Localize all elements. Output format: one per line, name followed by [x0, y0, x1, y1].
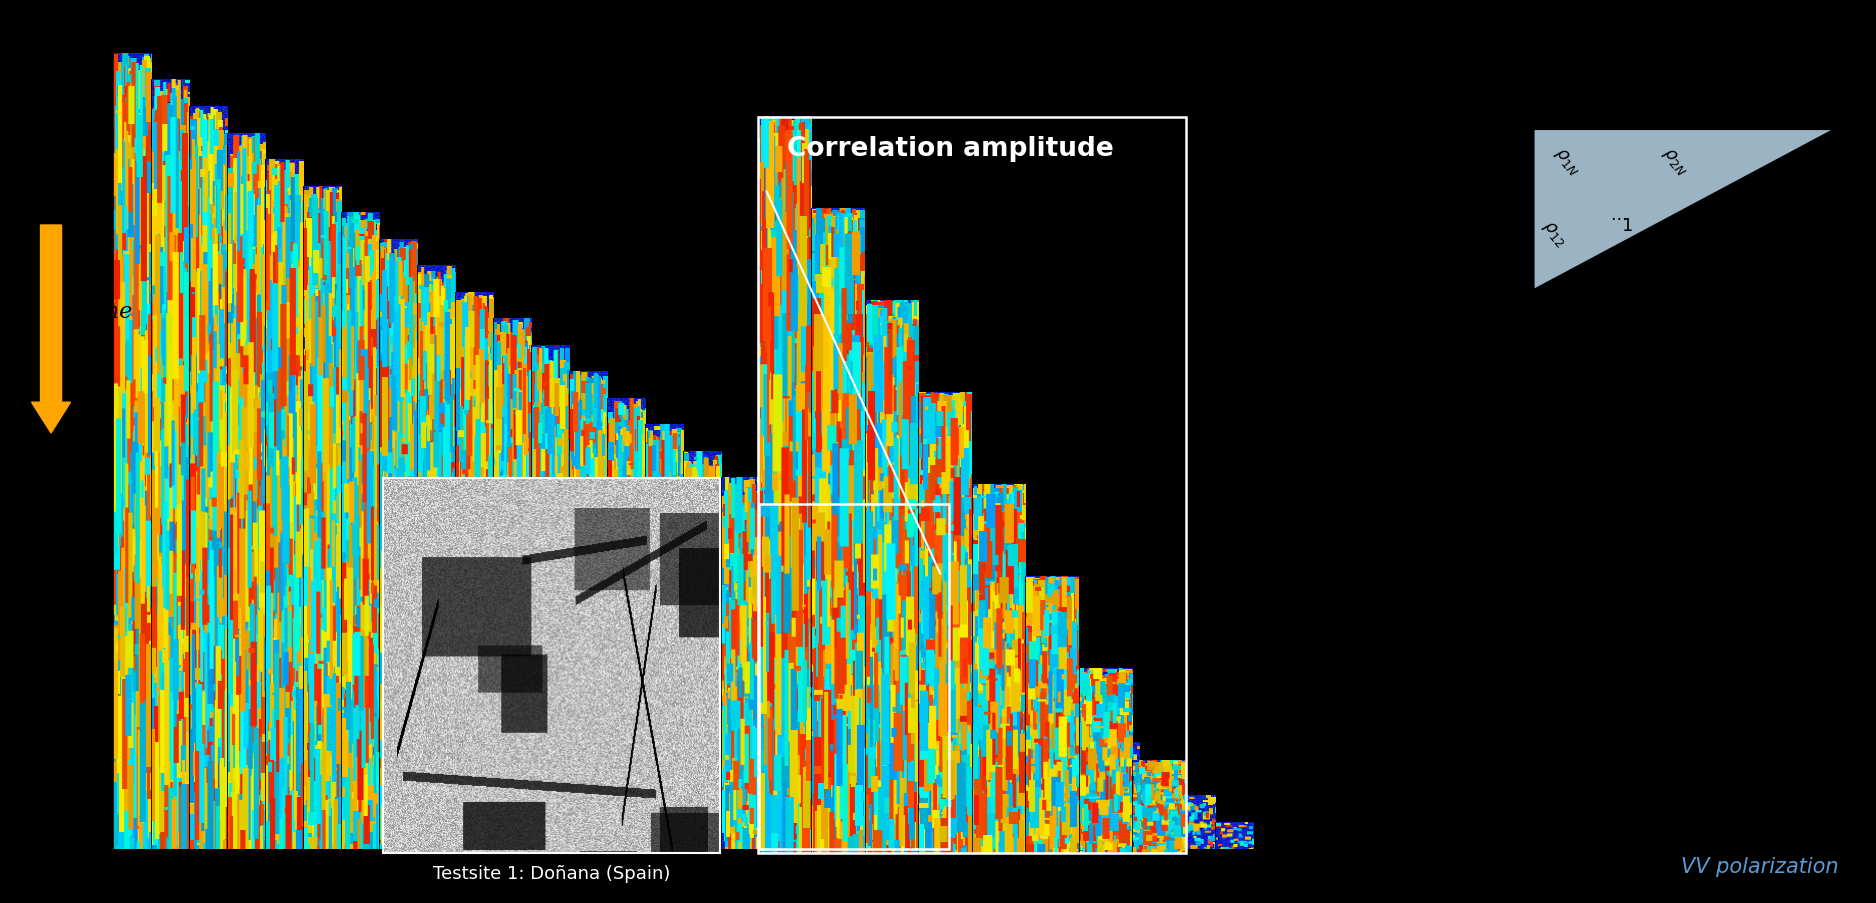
Bar	[758, 117, 1186, 853]
Text: $\rho_{1N}$: $\rho_{1N}$	[1550, 144, 1583, 180]
Text: $=$: $=$	[1677, 560, 1700, 580]
Text: VV polarization: VV polarization	[1681, 856, 1838, 876]
Text: $\vdots$: $\vdots$	[1801, 315, 1812, 335]
Text: $\rho^*_{1N}$: $\rho^*_{1N}$	[1733, 421, 1763, 446]
Text: Mar'16: Mar'16	[11, 831, 101, 853]
Text: $\rho_{12}$: $\rho_{12}$	[1538, 217, 1570, 250]
Polygon shape	[1535, 131, 1831, 289]
Text: $\rho^*_{12}$: $\rho^*_{12}$	[1583, 421, 1611, 446]
Text: $\cdots$: $\cdots$	[1673, 253, 1690, 271]
Text: $\cdots$: $\cdots$	[1673, 424, 1690, 442]
Bar	[383, 479, 720, 853]
Text: $\ddots$: $\ddots$	[1651, 315, 1670, 335]
Text: $\rho_{2N}$: $\rho_{2N}$	[1748, 217, 1778, 235]
Text: Time: Time	[77, 301, 133, 322]
Text: Testsite 1: Doñana (Spain): Testsite 1: Doñana (Spain)	[433, 864, 670, 882]
Bar	[760, 505, 949, 849]
Text: $1$: $1$	[1621, 217, 1632, 235]
Text: $1$: $1$	[1535, 424, 1546, 442]
Text: Correlation amplitude: Correlation amplitude	[788, 135, 1114, 162]
Text: $\rho_{2N}$: $\rho_{2N}$	[1658, 144, 1692, 180]
Text: $\cdots$: $\cdots$	[1737, 208, 1754, 226]
FancyArrow shape	[32, 226, 71, 433]
Text: $\cdots$: $\cdots$	[1610, 208, 1626, 226]
Text: $\vdots$: $\vdots$	[1535, 315, 1546, 335]
Text: $1$: $1$	[1808, 144, 1820, 163]
Text: Dec'16: Dec'16	[11, 27, 98, 50]
Text: $\Gamma_{temporal}$: $\Gamma_{temporal}$	[1662, 632, 1730, 656]
